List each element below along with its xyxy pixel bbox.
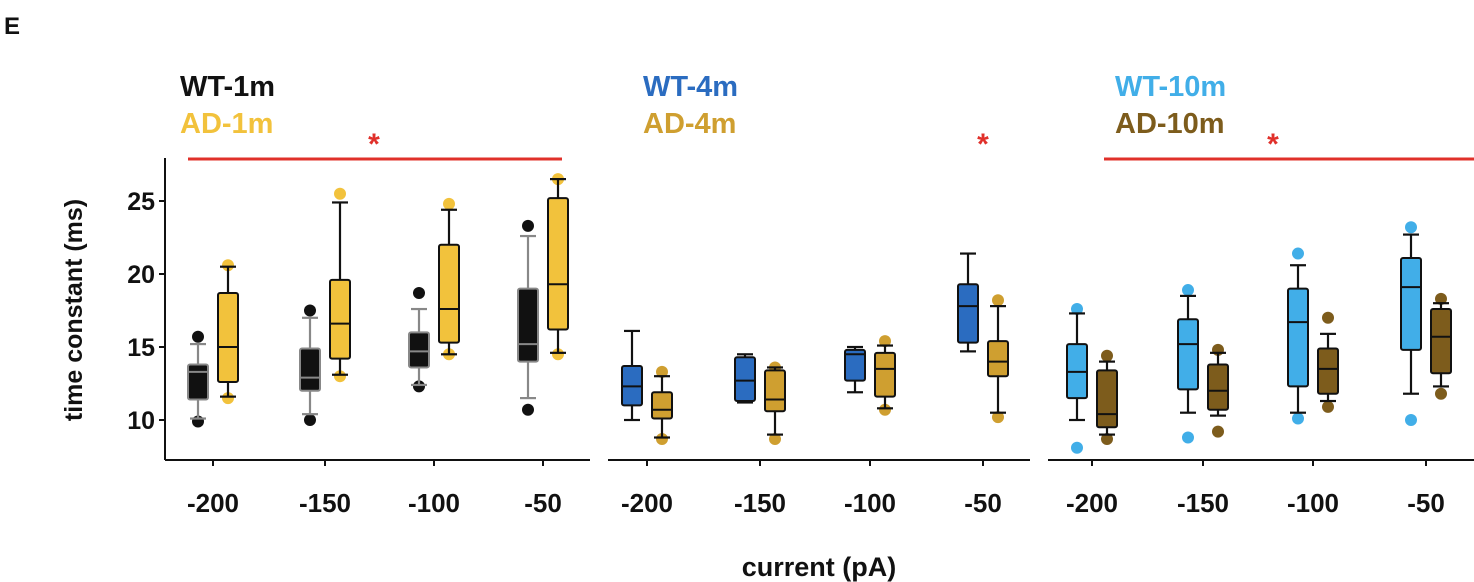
significance-star: * bbox=[977, 128, 989, 161]
x-tick-label: -150 bbox=[734, 488, 786, 518]
outlier-point-ad-1m bbox=[222, 392, 234, 405]
legend-entry: AD-10m bbox=[1115, 108, 1225, 140]
outlier-point-ad-4m bbox=[992, 294, 1004, 307]
x-tick-label: -150 bbox=[299, 488, 351, 518]
y-axis-title: time constant (ms) bbox=[60, 199, 88, 421]
x-tick-label: -200 bbox=[621, 488, 673, 518]
box-ad-10m bbox=[1207, 363, 1229, 411]
box-wt-10m bbox=[1400, 256, 1422, 351]
legend-entry: WT-10m bbox=[1115, 71, 1226, 103]
legend-entry: WT-4m bbox=[643, 71, 738, 103]
y-tick-label: 15 bbox=[127, 334, 155, 362]
outlier-point-wt-1m bbox=[304, 304, 316, 317]
box-wt-1m bbox=[187, 363, 209, 401]
outlier-point-ad-1m bbox=[334, 187, 346, 200]
box-ad-1m bbox=[547, 197, 569, 331]
outlier-point-wt-1m bbox=[304, 414, 316, 426]
x-tick-label: -50 bbox=[964, 488, 1002, 518]
outlier-point-ad-4m bbox=[879, 403, 891, 416]
outlier-point-wt-1m bbox=[413, 380, 425, 393]
x-tick-label: -50 bbox=[1407, 488, 1445, 518]
box-ad-4m bbox=[987, 340, 1009, 378]
box-ad-1m bbox=[217, 291, 239, 384]
outlier-point-ad-1m bbox=[222, 259, 234, 272]
x-axis-title: current (pA) bbox=[742, 552, 897, 582]
outlier-point-ad-10m bbox=[1101, 349, 1113, 362]
outlier-point-wt-1m bbox=[192, 330, 204, 343]
box-ad-1m bbox=[329, 278, 351, 360]
x-tick-label: -150 bbox=[1177, 488, 1229, 518]
outlier-point-wt-10m bbox=[1405, 221, 1417, 234]
outlier-point-ad-10m bbox=[1435, 387, 1447, 400]
y-tick-label: 25 bbox=[127, 188, 155, 216]
box-wt-1m bbox=[408, 331, 430, 369]
x-tick-label: -50 bbox=[524, 488, 562, 518]
outlier-point-ad-10m bbox=[1322, 311, 1334, 324]
box-ad-4m bbox=[874, 351, 896, 398]
box-ad-10m bbox=[1096, 369, 1118, 429]
outlier-point-wt-10m bbox=[1182, 431, 1194, 444]
box-wt-4m bbox=[844, 348, 866, 382]
outlier-point-ad-4m bbox=[656, 432, 668, 445]
box-wt-10m bbox=[1177, 318, 1199, 391]
outlier-point-ad-4m bbox=[656, 365, 668, 378]
outlier-point-wt-10m bbox=[1405, 414, 1417, 426]
panel-label: E bbox=[4, 13, 20, 40]
x-tick-label: -100 bbox=[1287, 488, 1339, 518]
outlier-point-ad-4m bbox=[879, 335, 891, 348]
box-wt-10m bbox=[1287, 287, 1309, 388]
outlier-point-ad-10m bbox=[1322, 400, 1334, 413]
x-tick-label: -200 bbox=[187, 488, 239, 518]
outlier-point-wt-10m bbox=[1292, 412, 1304, 425]
legend-entry: AD-4m bbox=[643, 108, 736, 140]
panels-layer: 10 15 20 25 -200 -150 -100 -50 WT-1m AD-1m * -200 -1… bbox=[127, 71, 1474, 518]
box-wt-4m bbox=[957, 283, 979, 344]
significance-star: * bbox=[368, 128, 380, 161]
outlier-point-ad-4m bbox=[992, 411, 1004, 424]
outlier-point-wt-10m bbox=[1071, 441, 1083, 454]
outlier-point-wt-10m bbox=[1292, 247, 1304, 260]
outlier-point-ad-1m bbox=[334, 370, 346, 383]
outlier-point-wt-10m bbox=[1182, 284, 1194, 297]
y-tick-label: 20 bbox=[127, 261, 155, 289]
outlier-point-ad-1m bbox=[443, 197, 455, 210]
box-ad-4m bbox=[764, 369, 786, 413]
legend-entry: WT-1m bbox=[180, 71, 275, 103]
box-ad-4m bbox=[651, 391, 673, 420]
outlier-point-ad-4m bbox=[769, 432, 781, 445]
box-wt-1m bbox=[299, 347, 321, 392]
significance-star: * bbox=[1267, 128, 1279, 161]
x-tick-label: -100 bbox=[844, 488, 896, 518]
legend-entry: AD-1m bbox=[180, 108, 273, 140]
outlier-point-ad-10m bbox=[1212, 425, 1224, 438]
box-ad-10m bbox=[1430, 308, 1452, 375]
outlier-point-wt-10m bbox=[1071, 303, 1083, 316]
box-wt-1m bbox=[517, 287, 539, 363]
outlier-point-wt-1m bbox=[522, 219, 534, 232]
x-tick-label: -100 bbox=[408, 488, 460, 518]
box-wt-4m bbox=[734, 356, 756, 403]
x-tick-label: -200 bbox=[1066, 488, 1118, 518]
box-ad-1m bbox=[438, 243, 460, 344]
outlier-point-ad-10m bbox=[1101, 432, 1113, 445]
y-tick-label: 10 bbox=[127, 407, 155, 435]
outlier-point-wt-1m bbox=[413, 286, 425, 299]
outlier-point-wt-1m bbox=[522, 403, 534, 416]
outlier-point-ad-10m bbox=[1435, 292, 1447, 305]
box-ad-10m bbox=[1317, 347, 1339, 395]
outlier-point-ad-1m bbox=[552, 348, 564, 361]
